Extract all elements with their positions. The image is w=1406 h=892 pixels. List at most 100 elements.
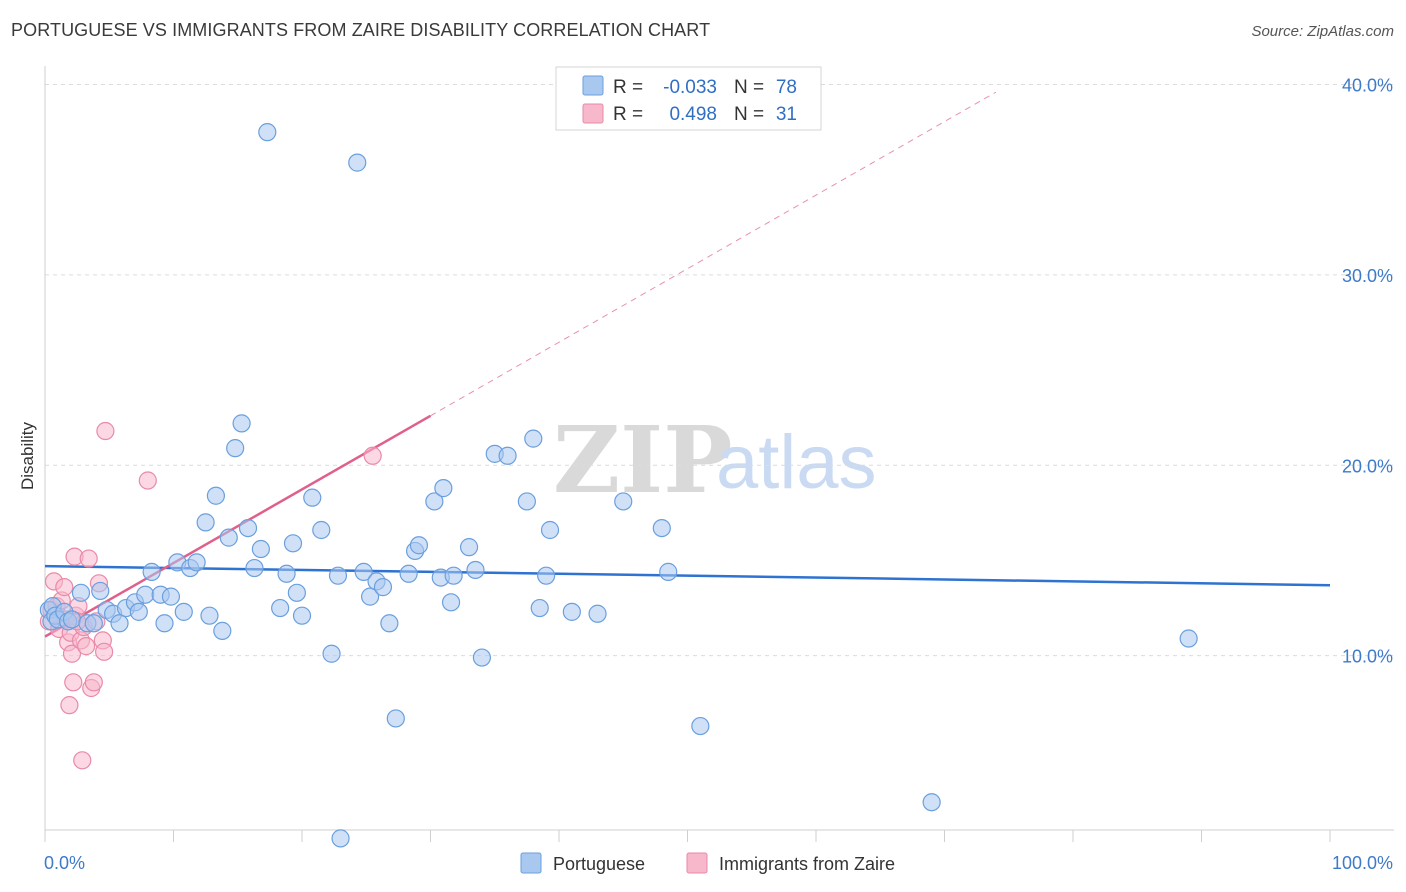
data-point-zaire: [62, 644, 82, 663]
legend-r-value-1: -0.033: [663, 77, 717, 98]
bottom-legend-label-portuguese: Portuguese: [553, 854, 645, 874]
data-point-portuguese: [530, 598, 549, 618]
data-point-portuguese: [399, 564, 418, 583]
data-point-portuguese: [283, 534, 303, 553]
data-point-zaire: [95, 642, 114, 661]
data-point-portuguese: [206, 486, 226, 505]
data-point-portuguese: [287, 583, 306, 602]
data-point-portuguese: [187, 553, 206, 572]
data-point-portuguese: [161, 587, 181, 606]
data-point-portuguese: [245, 558, 264, 578]
data-point-portuguese: [588, 604, 607, 623]
data-point-portuguese: [373, 578, 393, 597]
data-point-portuguese: [540, 520, 560, 540]
data-point-portuguese: [354, 562, 373, 581]
data-point-portuguese: [174, 602, 193, 621]
data-point-zaire: [84, 673, 103, 692]
data-point-portuguese: [258, 123, 277, 142]
data-point-portuguese: [328, 566, 348, 585]
data-point-portuguese: [251, 539, 270, 559]
legend-n-value-1: 78: [776, 77, 797, 98]
data-point-portuguese: [200, 606, 219, 625]
trendlines: [44, 91, 1331, 638]
data-point-zaire: [138, 471, 157, 490]
data-point-portuguese: [219, 528, 238, 547]
watermark-atlas: atlas: [716, 420, 877, 505]
data-point-portuguese: [142, 562, 161, 581]
data-point-portuguese: [498, 446, 517, 465]
data-point-zaire: [363, 446, 382, 465]
data-point-portuguese: [409, 536, 429, 555]
data-point-portuguese: [459, 538, 479, 557]
data-point-portuguese: [922, 793, 941, 812]
data-point-portuguese: [277, 564, 296, 583]
data-point-portuguese: [213, 621, 232, 640]
data-point-portuguese: [691, 716, 710, 736]
data-point-portuguese: [425, 492, 444, 511]
series-legend: Portuguese Immigrants from Zaire: [520, 852, 895, 874]
data-point-portuguese: [129, 602, 148, 621]
data-point-portuguese: [517, 492, 536, 511]
x-tick-label-min: 0.0%: [44, 853, 85, 873]
legend-r-value-2: 0.498: [669, 104, 717, 125]
trendline-portuguese: [44, 564, 1331, 587]
data-point-portuguese: [472, 648, 491, 667]
legend-n-label-2: N =: [734, 104, 764, 125]
data-point-zaire: [55, 578, 74, 597]
legend-r-label-2: R =: [613, 104, 643, 125]
data-point-portuguese: [331, 829, 350, 848]
data-point-portuguese: [84, 614, 103, 633]
y-axis-label: Disability: [18, 421, 37, 490]
data-point-zaire: [96, 421, 115, 441]
data-point-portuguese: [659, 562, 678, 581]
legend-n-value-2: 31: [776, 104, 797, 125]
data-point-portuguese: [62, 610, 82, 629]
data-point-portuguese: [380, 614, 399, 633]
data-point-portuguese: [361, 587, 380, 606]
y-tick-label: 20.0%: [1342, 456, 1393, 476]
bottom-legend-label-zaire: Immigrants from Zaire: [719, 854, 895, 874]
data-point-portuguese: [196, 513, 215, 532]
data-point-portuguese: [110, 614, 129, 633]
data-point-portuguese: [91, 581, 110, 601]
data-point-zaire: [64, 673, 83, 692]
data-point-zaire: [60, 696, 79, 715]
x-tick-label-max: 100.0%: [1332, 853, 1393, 873]
data-point-portuguese: [524, 429, 543, 448]
data-point-zaire: [79, 549, 98, 568]
y-ticks: 10.0% 20.0% 30.0% 40.0%: [1342, 76, 1393, 667]
data-point-portuguese: [444, 566, 463, 585]
data-point-portuguese: [348, 153, 367, 172]
y-tick-label: 30.0%: [1342, 266, 1393, 286]
data-point-portuguese: [1179, 629, 1198, 648]
legend-n-label-1: N =: [734, 77, 764, 98]
data-point-portuguese: [537, 566, 556, 585]
data-point-portuguese: [226, 439, 245, 458]
axes: [44, 66, 1394, 831]
stats-legend: R = -0.033 N = 78 R = 0.498 N = 31: [555, 66, 822, 131]
data-point-zaire: [73, 751, 92, 770]
source-credit: Source: ZipAtlas.com: [1251, 23, 1394, 40]
data-point-portuguese: [232, 414, 251, 433]
data-point-portuguese: [155, 614, 174, 633]
watermark-zip: ZIP: [553, 406, 732, 514]
data-point-portuguese: [322, 644, 341, 663]
data-point-portuguese: [136, 585, 155, 604]
data-point-portuguese: [441, 593, 461, 612]
data-point-portuguese: [271, 598, 290, 618]
series-portuguese-points: [39, 123, 1198, 848]
data-point-portuguese: [386, 709, 405, 728]
data-point-portuguese: [652, 518, 671, 538]
bottom-legend-swatch-portuguese: [520, 852, 542, 874]
data-point-portuguese: [238, 518, 258, 538]
data-point-portuguese: [434, 479, 453, 498]
y-tick-label: 40.0%: [1342, 76, 1393, 96]
bottom-legend-swatch-zaire: [686, 852, 708, 874]
legend-r-label-1: R =: [613, 77, 643, 98]
data-point-portuguese: [312, 520, 331, 540]
trendline-zaire-extension: [430, 91, 997, 417]
y-tick-label: 10.0%: [1342, 647, 1393, 667]
x-ticks: [44, 830, 1331, 842]
data-point-portuguese: [71, 583, 91, 602]
